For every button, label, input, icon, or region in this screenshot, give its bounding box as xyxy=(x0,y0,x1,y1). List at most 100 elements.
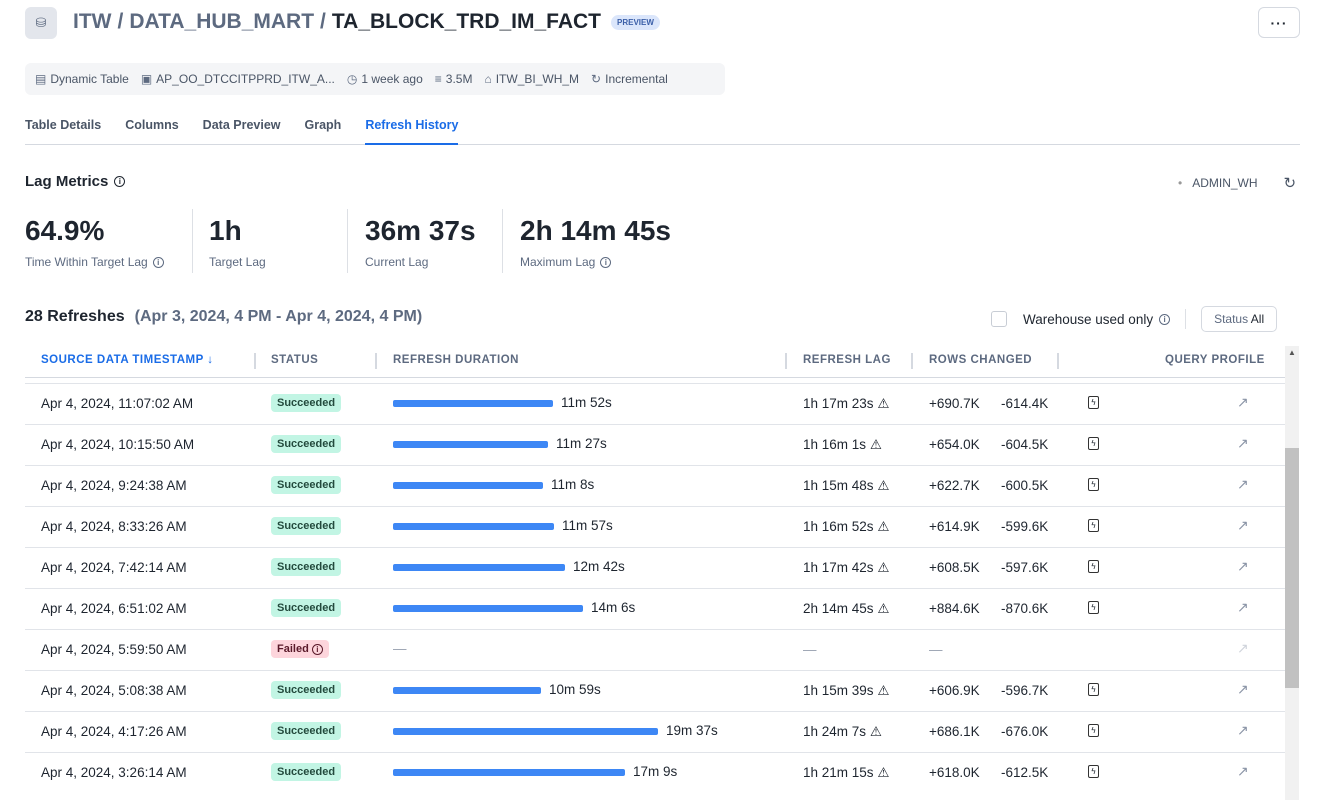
info-icon[interactable]: i xyxy=(311,644,323,655)
refresh-lag: 2h 14m 45s ⚠ xyxy=(803,601,890,616)
column-resize-handle[interactable] xyxy=(785,353,787,369)
rows-removed: -612.5K xyxy=(1001,765,1049,780)
scroll-up-icon[interactable]: ▲ xyxy=(1288,348,1296,357)
refresh-lag: 1h 15m 39s ⚠ xyxy=(803,683,890,698)
meta-warehouse[interactable]: ⌂ ITW_BI_WH_M xyxy=(484,72,580,86)
rows-added: +622.7K xyxy=(929,478,980,493)
rows-added: +608.5K xyxy=(929,560,980,575)
external-link-icon[interactable]: ↗ xyxy=(1237,394,1249,410)
divider xyxy=(502,209,503,273)
external-link-icon[interactable]: ↗ xyxy=(1237,558,1249,574)
table-row[interactable]: Apr 4, 2024, 6:51:02 AM Succeeded 14m 6s 2h… xyxy=(25,588,1285,629)
external-link-icon[interactable]: ↗ xyxy=(1237,722,1249,738)
filters: Warehouse used only i Status All xyxy=(991,306,1278,332)
column-header-duration[interactable]: REFRESH DURATION xyxy=(393,354,519,366)
duration-bar xyxy=(393,400,553,407)
external-link-icon[interactable]: ↗ xyxy=(1237,763,1249,779)
refresh-lag: 1h 16m 52s ⚠ xyxy=(803,519,890,534)
column-resize-handle[interactable] xyxy=(911,353,913,369)
timestamp: Apr 4, 2024, 4:17:26 AM xyxy=(41,724,187,739)
tab-refresh-history[interactable]: Refresh History xyxy=(365,118,459,145)
column-resize-handle[interactable] xyxy=(254,353,256,369)
clock-icon: ◷ xyxy=(346,72,358,86)
status-badge[interactable]: Failed i xyxy=(271,640,329,658)
info-icon[interactable]: i xyxy=(152,256,164,268)
warning-icon: ⚠ xyxy=(877,560,890,575)
info-icon[interactable]: i xyxy=(1159,313,1171,325)
column-header-rows[interactable]: ROWS CHANGED xyxy=(929,354,1033,366)
rows-added: +614.9K xyxy=(929,519,980,534)
timestamp: Apr 4, 2024, 3:26:14 AM xyxy=(41,765,187,780)
table-row[interactable]: Apr 4, 2024, 3:26:14 AM Succeeded 17m 9s 1h… xyxy=(25,752,1285,793)
table-row[interactable]: Apr 4, 2024, 5:08:38 AM Succeeded 10m 59s 1… xyxy=(25,670,1285,711)
external-link-icon[interactable]: ↗ xyxy=(1237,435,1249,451)
status-badge: Succeeded xyxy=(271,722,342,740)
refresh-mode-icon: ↻ xyxy=(591,72,602,86)
duration: 11m 52s xyxy=(561,395,612,410)
external-link-icon[interactable]: ↗ xyxy=(1237,681,1249,697)
warehouse-selector[interactable]: • ADMIN_WH ↻ xyxy=(1178,175,1297,192)
timestamp: Apr 4, 2024, 7:42:14 AM xyxy=(41,560,187,575)
warning-icon: ⚠ xyxy=(877,601,890,616)
duration-bar xyxy=(393,523,554,530)
status-filter-button[interactable]: Status All xyxy=(1201,306,1278,332)
column-header-lag[interactable]: REFRESH LAG xyxy=(803,354,891,366)
warehouse-icon[interactable]: ϟ xyxy=(1088,478,1099,491)
tab-columns[interactable]: Columns xyxy=(125,118,179,132)
warehouse-used-only-checkbox[interactable] xyxy=(991,311,1007,327)
page-title: ITW / DATA_HUB_MART / TA_BLOCK_TRD_IM_FACT… xyxy=(73,10,660,34)
breadcrumb-database[interactable]: ITW xyxy=(73,10,112,33)
column-header-query-profile[interactable]: QUERY PROFILE xyxy=(1165,354,1265,366)
warehouse-icon[interactable]: ϟ xyxy=(1088,601,1099,614)
breadcrumb-schema[interactable]: DATA_HUB_MART xyxy=(129,10,315,33)
warehouse-icon[interactable]: ϟ xyxy=(1088,437,1099,450)
status-badge: Succeeded xyxy=(271,435,342,453)
preview-badge: PREVIEW xyxy=(611,14,660,30)
rows-removed: -596.7K xyxy=(1001,683,1049,698)
scrollbar-thumb[interactable] xyxy=(1285,448,1299,688)
table-row[interactable]: Apr 4, 2024, 7:42:14 AM Succeeded 12m 42s 1… xyxy=(25,547,1285,588)
info-icon[interactable]: i xyxy=(114,176,126,187)
status-badge: Succeeded xyxy=(271,394,342,412)
refresh-lag: 1h 21m 15s ⚠ xyxy=(803,765,890,780)
column-header-timestamp[interactable]: SOURCE DATA TIMESTAMP ↓ xyxy=(41,354,214,366)
table-row[interactable]: Apr 4, 2024, 4:17:26 AM Succeeded 19m 37s 1… xyxy=(25,711,1285,752)
external-link-icon: ↗ xyxy=(1237,640,1249,656)
warehouse-icon[interactable]: ϟ xyxy=(1088,724,1099,737)
warehouse-icon[interactable]: ϟ xyxy=(1088,765,1099,778)
table-row[interactable]: Apr 4, 2024, 9:24:38 AM Succeeded 11m 8s 1h… xyxy=(25,465,1285,506)
tab-table-details[interactable]: Table Details xyxy=(25,118,102,132)
column-resize-handle[interactable] xyxy=(375,353,377,369)
warehouse-icon[interactable]: ϟ xyxy=(1088,396,1099,409)
table-row[interactable]: Apr 4, 2024, 5:59:50 AM Failed i — — — ↗ xyxy=(25,629,1285,670)
table-row[interactable]: Apr 4, 2024, 10:15:50 AM Succeeded 11m 27s… xyxy=(25,424,1285,465)
column-resize-handle[interactable] xyxy=(1057,353,1059,369)
info-icon[interactable]: i xyxy=(600,256,612,268)
database-icon: ⛁ xyxy=(25,7,57,39)
column-header-status[interactable]: STATUS xyxy=(271,354,319,366)
rows-removed: -597.6K xyxy=(1001,560,1049,575)
warehouse-icon[interactable]: ϟ xyxy=(1088,683,1099,696)
table-header: SOURCE DATA TIMESTAMP ↓ STATUS REFRESH D… xyxy=(25,346,1285,378)
table-row[interactable]: Apr 4, 2024, 8:33:26 AM Succeeded 11m 57s 1… xyxy=(25,506,1285,547)
tab-graph[interactable]: Graph xyxy=(304,118,342,132)
rows-added: +884.6K xyxy=(929,601,980,616)
timestamp: Apr 4, 2024, 9:24:38 AM xyxy=(41,478,187,493)
timestamp: Apr 4, 2024, 8:33:26 AM xyxy=(41,519,187,534)
meta-owner[interactable]: ▣ AP_OO_DTCCITPPRD_ITW_A... xyxy=(140,72,335,86)
rows-added: +654.0K xyxy=(929,437,980,452)
rows-removed: -604.5K xyxy=(1001,437,1049,452)
external-link-icon[interactable]: ↗ xyxy=(1237,476,1249,492)
metric-target-lag: 1h Target Lag xyxy=(209,215,266,269)
warning-icon: ⚠ xyxy=(877,765,890,780)
more-options-button[interactable]: ··· xyxy=(1258,7,1300,38)
refresh-icon[interactable]: ↻ xyxy=(1283,175,1297,192)
duration: 10m 59s xyxy=(549,682,601,697)
warehouse-icon[interactable]: ϟ xyxy=(1088,560,1099,573)
warehouse-icon[interactable]: ϟ xyxy=(1088,519,1099,532)
external-link-icon[interactable]: ↗ xyxy=(1237,517,1249,533)
external-link-icon[interactable]: ↗ xyxy=(1237,599,1249,615)
tab-data-preview[interactable]: Data Preview xyxy=(202,118,281,132)
divider xyxy=(192,209,193,273)
table-row[interactable]: Apr 4, 2024, 11:07:02 AM Succeeded 11m 52s… xyxy=(25,383,1285,424)
